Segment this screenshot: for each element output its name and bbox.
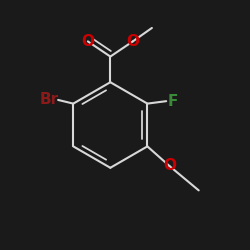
Text: O: O: [81, 34, 94, 49]
Text: Br: Br: [39, 92, 58, 108]
Text: O: O: [126, 34, 139, 49]
Text: F: F: [168, 94, 178, 109]
Text: O: O: [163, 158, 176, 174]
